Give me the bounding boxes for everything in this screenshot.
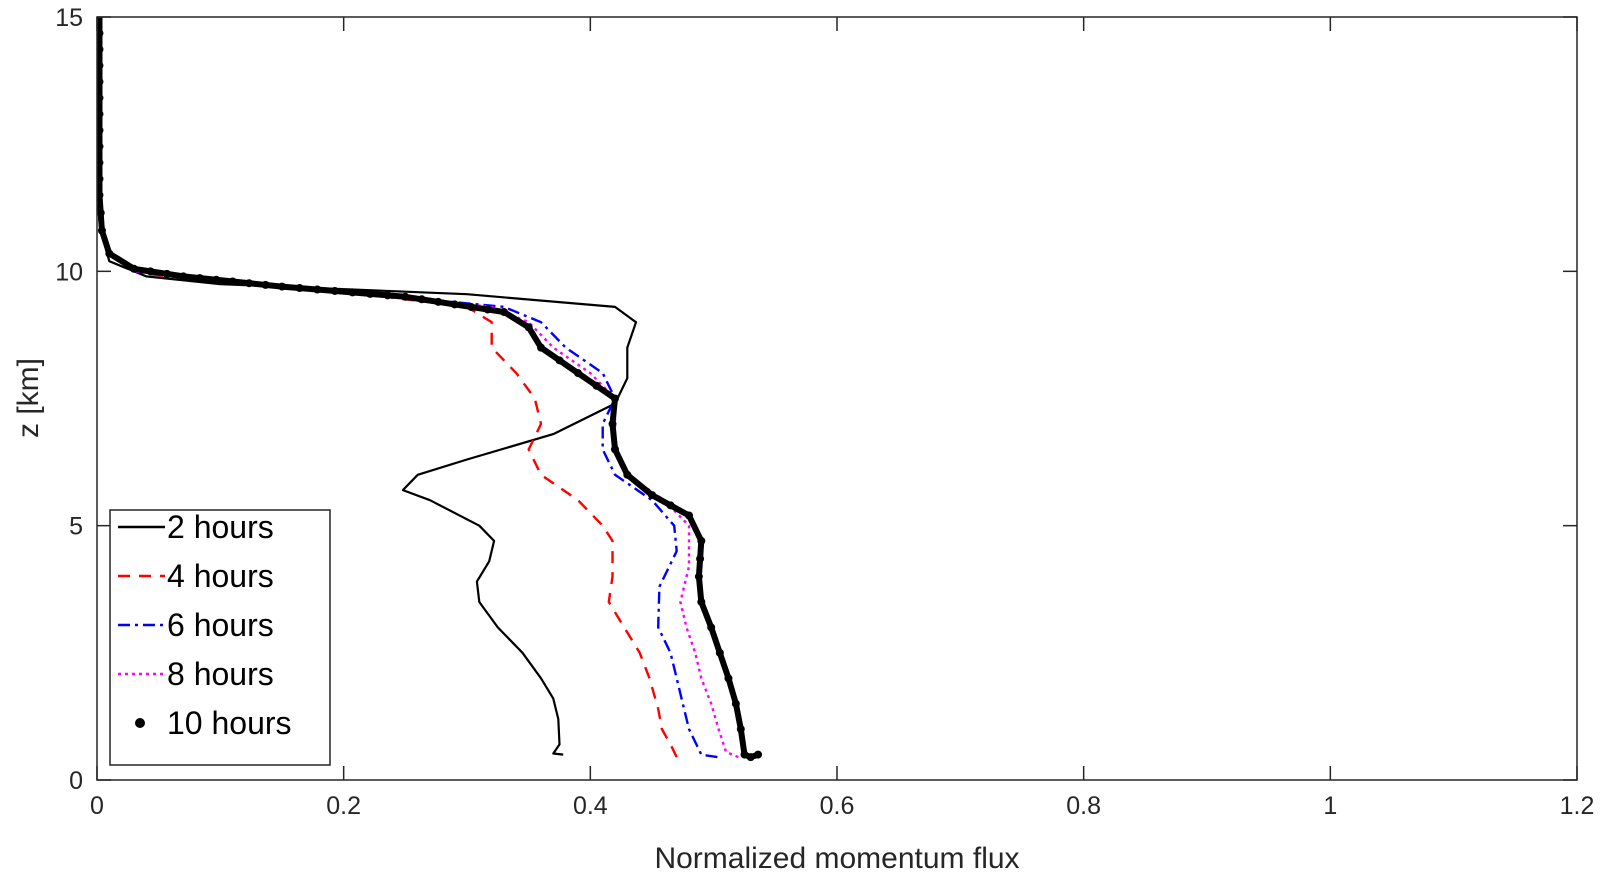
data-point (330, 286, 339, 295)
y-tick-label: 15 (55, 4, 83, 32)
data-point (500, 308, 508, 317)
data-point (97, 45, 104, 54)
legend-label: 10 hours (167, 705, 292, 741)
legend-item: 8 hours (118, 656, 274, 692)
data-point (611, 394, 619, 403)
legend-label: 2 hours (167, 509, 274, 545)
y-axis-label: z [km] (12, 358, 45, 438)
series-dots-10-hours (97, 29, 763, 762)
data-point (724, 674, 733, 683)
data-point (97, 142, 104, 151)
data-point (417, 295, 426, 304)
data-point (212, 275, 221, 284)
data-point (97, 29, 104, 38)
data-point (130, 264, 138, 273)
data-point (666, 501, 675, 510)
data-point (608, 419, 617, 428)
data-point (97, 61, 104, 70)
legend-item: 2 hours (118, 509, 274, 545)
data-point (97, 77, 104, 86)
legend-item: 6 hours (118, 607, 274, 643)
data-point (648, 491, 656, 500)
data-point (348, 288, 357, 297)
data-point (623, 470, 632, 479)
legend-item: 4 hours (118, 558, 274, 594)
data-point (313, 285, 322, 294)
series-line-2-hours (98, 17, 638, 756)
data-point (736, 725, 745, 734)
data-point (697, 536, 706, 545)
y-tick-label: 10 (55, 258, 83, 286)
data-point (696, 554, 705, 563)
data-point (366, 289, 375, 298)
series-line-8-hours (98, 17, 739, 759)
x-tick-label: 0.8 (1066, 792, 1101, 820)
data-point (179, 272, 188, 281)
data-point (401, 292, 410, 301)
data-point (97, 158, 104, 167)
data-point (162, 269, 171, 278)
legend: 2 hours 4 hours 6 hours 8 hours 10 hours (109, 509, 331, 766)
x-tick-label: 0.2 (326, 792, 361, 820)
data-point (195, 274, 204, 283)
data-point (467, 302, 476, 311)
data-point (97, 110, 104, 119)
data-point (611, 445, 619, 454)
plot-background (97, 17, 1577, 780)
x-tick-label: 1.2 (1560, 792, 1595, 820)
series-layer (97, 17, 763, 762)
y-tick-label: 5 (69, 513, 83, 541)
data-point (685, 511, 693, 520)
data-point (245, 279, 254, 288)
y-tick-label: 0 (69, 767, 83, 795)
data-point (754, 750, 763, 759)
data-point (105, 249, 114, 258)
data-point (278, 282, 286, 291)
x-tick-label: 0.6 (820, 792, 855, 820)
data-point (707, 623, 716, 632)
data-point (228, 277, 237, 286)
data-point (97, 191, 104, 200)
x-tick-label: 1 (1323, 792, 1337, 820)
data-point (434, 297, 443, 306)
data-point (574, 369, 582, 378)
tick-layer: 0 0.2 0.4 0.6 0.8 1 1.2 0 5 10 15 (55, 4, 1594, 820)
legend-box (109, 509, 331, 766)
legend-item: 10 hours (135, 705, 292, 741)
data-point (697, 597, 706, 606)
data-point (592, 381, 601, 390)
data-point (694, 572, 703, 581)
data-point (261, 280, 270, 289)
data-point (740, 750, 749, 759)
x-tick-label: 0 (90, 792, 104, 820)
data-point (450, 300, 459, 309)
data-point (295, 284, 304, 293)
legend-label: 4 hours (167, 558, 274, 594)
x-axis-label: Normalized momentum flux (654, 842, 1019, 875)
data-point (97, 93, 104, 102)
data-point (524, 323, 533, 332)
data-point (97, 174, 104, 183)
data-point (483, 305, 492, 314)
data-point (715, 648, 724, 657)
legend-label: 6 hours (167, 607, 274, 643)
data-point (383, 291, 392, 300)
data-point (537, 343, 545, 352)
data-point (731, 699, 740, 708)
data-point (146, 267, 155, 276)
data-point (97, 208, 105, 217)
data-point (97, 126, 104, 135)
legend-marker (135, 718, 145, 728)
data-point (746, 753, 755, 762)
legend-label: 8 hours (167, 656, 274, 692)
data-point (555, 356, 564, 365)
data-point (97, 226, 106, 235)
x-tick-label: 0.4 (573, 792, 608, 820)
